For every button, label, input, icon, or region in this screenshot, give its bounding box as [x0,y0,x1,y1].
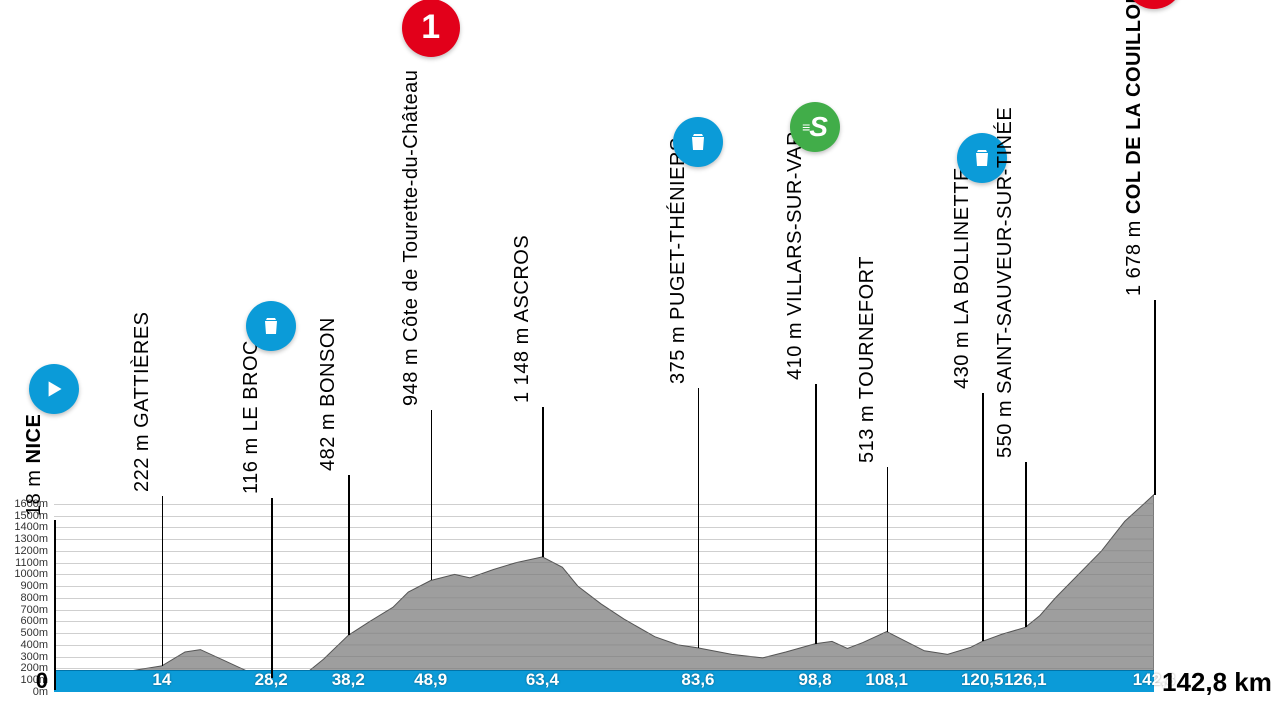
waypoint-label: 375 m PUGET-THÉNIERS [667,137,690,384]
x-tick-label: 126,1 [1004,670,1047,690]
waypoint-label: 222 m GATTIÈRES [131,311,154,492]
waypoint-label: 1 148 m ASCROS [511,235,534,403]
waypoint-connector [698,388,700,648]
x-tick-label: 48,9 [414,670,447,690]
waypoint-connector [542,407,544,557]
x-tick-label: 120,5 [961,670,1004,690]
x-tick-label: 63,4 [526,670,559,690]
y-tick-label: 300m [20,651,48,663]
waypoint-label: 410 m VILLARS-SUR-VAR [784,131,807,380]
litter-zone-icon [673,117,723,167]
waypoint-connector [887,467,889,632]
y-tick-label: 800m [20,592,48,604]
waypoint-connector [162,496,164,666]
waypoint-connector [815,384,817,644]
y-tick-label: 700m [20,604,48,616]
waypoint-label: 550 m SAINT-SAUVEUR-SUR-TINÉE [994,107,1017,458]
y-tick-label: 600m [20,615,48,627]
y-tick-label: 1300m [14,533,48,545]
waypoint-connector [1025,462,1027,627]
category-1-icon: 1 [1125,0,1183,9]
start-icon [29,364,79,414]
waypoint-connector [1154,300,1156,495]
y-tick-label: 900m [20,580,48,592]
x-tick-label: 83,6 [681,670,714,690]
sprint-icon: ≡S [790,102,840,152]
waypoint-connector [271,498,273,678]
x-tick-label: 14 [152,670,171,690]
distance-bar: 1428,238,248,963,483,698,8108,1120,5126,… [54,670,1154,692]
waypoint-label: 1 678 m COL DE LA COUILLOLE [1123,0,1146,296]
x-tick-label: 38,2 [332,670,365,690]
waypoint-label: 18 m NICE [23,414,46,516]
y-tick-label: 1000m [14,568,48,580]
x-axis-zero: 0 [36,668,54,694]
waypoint-label: 482 m BONSON [317,317,340,471]
litter-zone-icon [246,301,296,351]
y-tick-label: 1400m [14,521,48,533]
y-tick-label: 1100m [15,557,48,569]
x-tick-label: 98,8 [799,670,832,690]
waypoint-connector [348,475,350,635]
category-1-icon: 1 [402,0,460,57]
y-tick-label: 1200m [14,545,48,557]
y-tick-label: 500m [20,627,48,639]
waypoint-connector [982,393,984,641]
waypoint-label: 513 m TOURNEFORT [856,256,879,463]
waypoint-label: 430 m LA BOLLINETTE [951,168,974,390]
y-axis: 0m100m200m300m400m500m600m700m800m900m10… [0,0,54,720]
total-distance-label: 142,8 km [1162,667,1272,698]
x-tick-label: 108,1 [865,670,908,690]
waypoint-connector [431,410,433,580]
waypoint-connector [54,520,56,690]
waypoint-label: 116 m LE BROC [240,340,263,494]
elevation-profile [54,492,1154,692]
y-tick-label: 400m [20,639,48,651]
waypoint-label: 948 m Côte de Tourette-du-Château [400,70,423,406]
